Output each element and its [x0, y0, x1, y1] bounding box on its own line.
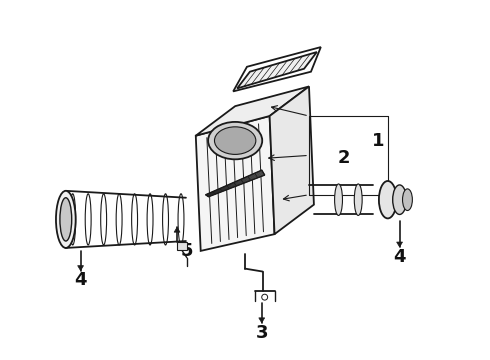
- Ellipse shape: [392, 185, 407, 215]
- Text: 2: 2: [337, 149, 350, 167]
- Polygon shape: [396, 242, 402, 247]
- Bar: [177, 242, 187, 250]
- Polygon shape: [77, 266, 83, 271]
- Polygon shape: [196, 116, 274, 251]
- Ellipse shape: [379, 181, 396, 219]
- Polygon shape: [270, 86, 314, 234]
- Text: 1: 1: [372, 132, 384, 150]
- Text: 4: 4: [393, 248, 406, 266]
- Polygon shape: [259, 318, 265, 323]
- Polygon shape: [237, 52, 317, 89]
- Text: 3: 3: [255, 324, 268, 342]
- Polygon shape: [174, 227, 180, 232]
- Ellipse shape: [208, 122, 262, 159]
- Ellipse shape: [335, 184, 343, 215]
- Text: 4: 4: [74, 271, 87, 289]
- Ellipse shape: [354, 184, 362, 215]
- Ellipse shape: [215, 127, 256, 154]
- Text: 5: 5: [181, 242, 193, 260]
- Ellipse shape: [56, 191, 75, 248]
- Polygon shape: [206, 170, 265, 197]
- Ellipse shape: [60, 198, 72, 241]
- Ellipse shape: [402, 189, 413, 211]
- Polygon shape: [196, 86, 309, 136]
